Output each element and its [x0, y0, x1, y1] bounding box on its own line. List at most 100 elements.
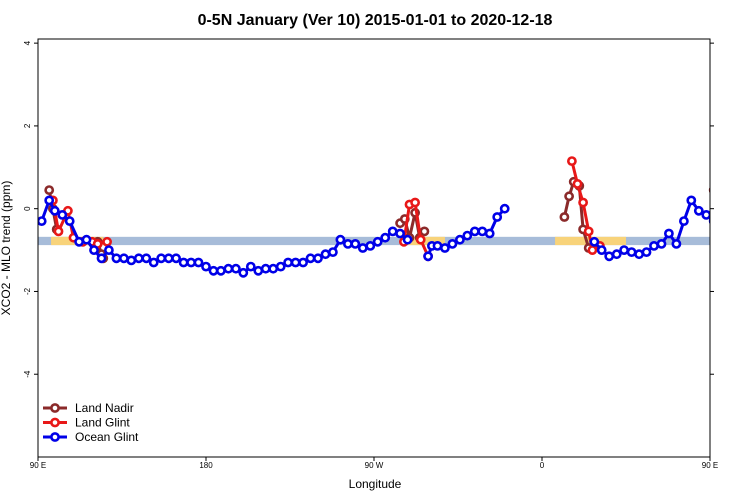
data-point-ocean-glint: [626, 247, 637, 257]
data-point-ocean-glint: [447, 238, 458, 249]
data-point-ocean-glint: [193, 257, 204, 268]
data-point-ocean-glint: [171, 253, 181, 264]
data-point-ocean-glint: [395, 228, 405, 239]
x-axis-label: Longitude: [349, 477, 402, 491]
data-point-ocean-glint: [733, 247, 740, 254]
data-point-ocean-glint: [283, 257, 293, 268]
legend-label-land-nadir: Land Nadir: [75, 401, 134, 415]
series-line-land-glint: [718, 200, 748, 241]
data-point-ocean-glint: [693, 205, 704, 216]
data-point-ocean-glint: [133, 253, 144, 264]
y-tick-label: 0: [23, 206, 32, 211]
data-point-ocean-glint: [44, 195, 55, 206]
data-point-ocean-glint: [89, 245, 99, 255]
y-tick-label: -4: [23, 370, 32, 378]
data-point-ocean-glint: [649, 240, 659, 251]
data-point-ocean-glint: [305, 253, 316, 264]
data-point-ocean-glint: [96, 253, 107, 264]
data-point-ocean-glint: [215, 265, 226, 276]
data-point-land-glint: [102, 236, 112, 247]
data-point-ocean-glint: [604, 251, 615, 262]
x-axis: 90 E 180 90 W 0 90 E: [30, 457, 718, 470]
data-point-ocean-glint: [178, 257, 189, 268]
y-axis: 4 2 0 -2 -4: [23, 40, 714, 378]
data-point-ocean-glint: [423, 251, 433, 262]
data-point-land-glint: [744, 238, 750, 245]
data-point-land-nadir: [419, 226, 430, 237]
data-point-ocean-glint: [148, 257, 159, 268]
data-point-ocean-glint: [156, 253, 167, 264]
data-point-ocean-glint: [81, 234, 92, 245]
series-ocean-glint: [38, 195, 747, 278]
series-line-ocean-glint: [40, 198, 409, 275]
data-point-ocean-glint: [492, 212, 503, 222]
legend-label-land-glint: Land Glint: [75, 416, 130, 430]
data-point-ocean-glint: [275, 261, 286, 272]
data-point-land-nadir: [564, 191, 574, 202]
chart-title: 0-5N January (Ver 10) 2015-01-01 to 2020…: [198, 12, 553, 29]
legend-marker-land-nadir: [50, 403, 60, 413]
data-point-ocean-glint: [402, 234, 413, 245]
data-point-land-glint: [587, 245, 598, 255]
data-point-land-nadir: [559, 212, 570, 222]
data-point-ocean-glint: [245, 261, 256, 272]
data-point-land-glint: [729, 207, 736, 214]
data-point-ocean-glint: [260, 263, 271, 274]
data-point-ocean-glint: [716, 238, 723, 245]
data-point-ocean-glint: [104, 245, 114, 255]
data-point-ocean-glint: [230, 263, 241, 274]
y-tick-label: 4: [23, 40, 32, 45]
data-point-ocean-glint: [701, 210, 710, 220]
x-tick-label: 90 W: [365, 461, 384, 470]
data-point-ocean-glint: [335, 234, 346, 245]
data-point-land-glint: [410, 197, 420, 208]
data-point-land-glint: [578, 197, 588, 208]
data-point-ocean-glint: [671, 238, 682, 249]
x-tick-label: 0: [540, 461, 545, 470]
data-point-ocean-glint: [656, 238, 667, 249]
data-point-land-glint: [720, 228, 727, 235]
data-point-land-glint: [53, 226, 64, 237]
data-point-ocean-glint: [38, 216, 47, 226]
data-point-ocean-glint: [57, 209, 68, 220]
data-point-land-nadir: [714, 205, 721, 212]
data-point-ocean-glint: [141, 253, 152, 264]
data-point-ocean-glint: [223, 263, 234, 274]
data-point-ocean-glint: [619, 245, 629, 255]
data-point-ocean-glint: [290, 257, 301, 268]
data-point-ocean-glint: [49, 205, 60, 216]
data-point-ocean-glint: [469, 226, 480, 237]
data-point-land-glint: [415, 234, 426, 245]
data-point-ocean-glint: [484, 228, 495, 239]
data-point-ocean-glint: [350, 238, 361, 249]
data-point-ocean-glint: [372, 236, 383, 247]
data-point-land-glint: [736, 234, 743, 241]
data-point-land-nadir: [708, 186, 710, 194]
x-tick-label: 90 E: [702, 461, 718, 470]
y-axis-label: XCO2 - MLO trend (ppm): [0, 181, 13, 316]
data-point-land-glint: [572, 178, 583, 189]
data-point-ocean-glint: [201, 261, 211, 272]
y-tick-label: -2: [23, 287, 32, 295]
x-tick-label: 90 E: [30, 461, 46, 470]
legend-marker-land-glint: [50, 417, 60, 428]
data-point-ocean-glint: [725, 236, 732, 243]
y-tick-label: 2: [23, 123, 32, 128]
data-point-land-glint: [567, 156, 577, 166]
data-point-ocean-glint: [268, 263, 279, 274]
data-point-ocean-glint: [589, 236, 600, 247]
data-point-ocean-glint: [499, 203, 510, 214]
data-point-land-glint: [583, 226, 594, 237]
data-point-ocean-glint: [462, 230, 473, 241]
data-point-ocean-glint: [641, 247, 652, 257]
data-point-ocean-glint: [313, 253, 323, 264]
data-point-ocean-glint: [238, 267, 249, 278]
data-point-land-nadir: [44, 185, 55, 195]
data-point-ocean-glint: [357, 243, 368, 253]
data-point-ocean-glint: [298, 257, 308, 268]
data-point-ocean-glint: [380, 232, 391, 243]
land-band-segment: [721, 237, 750, 245]
data-point-ocean-glint: [365, 240, 376, 251]
data-point-ocean-glint: [740, 255, 747, 262]
